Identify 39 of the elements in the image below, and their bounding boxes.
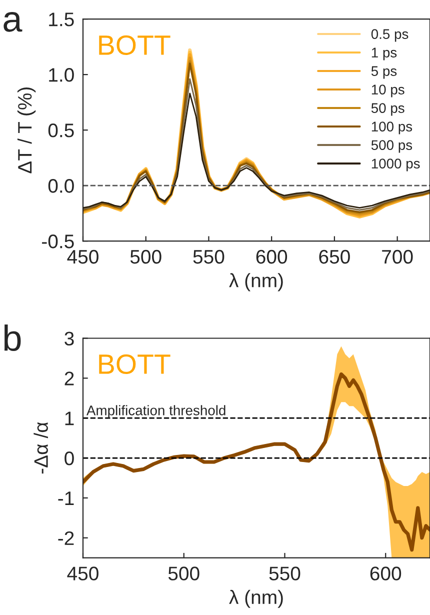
legend-label: 1000 ps: [372, 158, 420, 172]
text: a: [4, 12, 22, 32]
x-tick-label: 650: [319, 250, 350, 264]
y-tick-label: -1: [58, 492, 74, 505]
legend-label: 100 ps: [372, 122, 412, 134]
y-tick-label: 1: [65, 412, 74, 426]
y-tick-label: 0.0: [48, 179, 74, 193]
text: b: [4, 324, 21, 352]
x-tick-label: 550: [193, 250, 224, 264]
x-axis-title: λ (nm): [229, 590, 283, 608]
y-tick-label: 0: [64, 451, 74, 466]
y-axis-title: -Δα /α: [34, 422, 48, 474]
y-tick-label: -2: [58, 531, 74, 545]
annotation: BOTT: [99, 35, 170, 56]
y-tick-label: 1.5: [49, 12, 74, 26]
x-tick-label: 500: [168, 566, 200, 580]
legend-label: 10 ps: [372, 84, 404, 98]
x-tick-label: 700: [382, 250, 413, 264]
y-tick-label: 2: [64, 372, 74, 386]
legend-label: 1 ps: [372, 48, 397, 60]
x-tick-label: 600: [370, 566, 402, 580]
x-tick-label: 450: [67, 566, 98, 580]
x-axis-title: λ (nm): [229, 273, 283, 292]
x-tick-label: 500: [130, 250, 162, 264]
line-series: [82, 372, 430, 552]
y-axis-title: ΔT / T (%): [17, 87, 36, 174]
y-tick-label: 0.5: [48, 124, 74, 138]
x-tick-label: 600: [256, 250, 288, 264]
x-tick-label: 450: [67, 250, 98, 264]
x-tick-label: 550: [269, 566, 300, 580]
y-tick-label: 3: [64, 332, 74, 346]
legend-label: 5 ps: [371, 66, 397, 79]
legend-label: 0.5 ps: [371, 29, 408, 42]
legend-label: 50 ps: [371, 103, 404, 116]
annotation: BOTT: [99, 354, 170, 374]
y-tick-label: 1.0: [49, 68, 74, 82]
legend-label: 500 ps: [371, 140, 412, 153]
ref-line-label: Amplification threshold: [86, 405, 226, 418]
y-tick-label: -0.5: [42, 234, 74, 248]
